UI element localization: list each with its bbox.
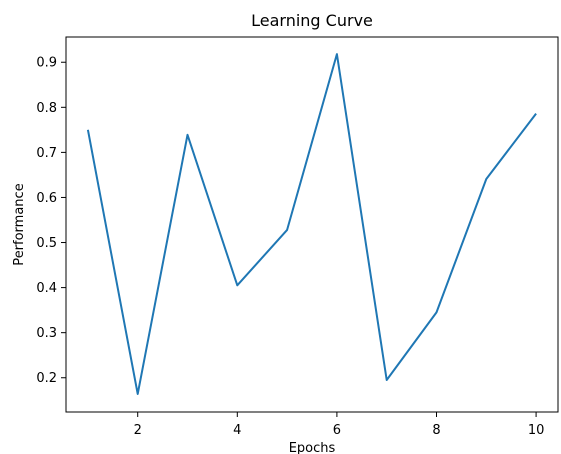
series-layer xyxy=(88,54,536,394)
plot-area xyxy=(66,37,558,412)
y-tick-label: 0.9 xyxy=(36,56,57,71)
x-tick-label: 4 xyxy=(233,423,241,438)
series-line xyxy=(88,54,536,394)
chart-title: Learning Curve xyxy=(251,11,373,30)
y-tick-label: 0.8 xyxy=(36,101,57,116)
y-axis-label: Performance xyxy=(12,183,27,265)
axes-frame xyxy=(66,37,558,412)
x-axis: 2 4 6 8 10 xyxy=(134,412,545,438)
x-tick-label: 8 xyxy=(432,423,440,438)
y-tick-label: 0.2 xyxy=(36,371,57,386)
x-axis-label: Epochs xyxy=(289,441,336,454)
x-tick-label: 6 xyxy=(333,423,341,438)
y-tick-label: 0.6 xyxy=(36,191,57,206)
y-tick-label: 0.5 xyxy=(36,236,57,251)
y-tick-label: 0.3 xyxy=(36,326,57,341)
y-tick-label: 0.7 xyxy=(36,146,57,161)
x-tick-label: 2 xyxy=(134,423,142,438)
y-tick-label: 0.4 xyxy=(36,281,57,296)
x-tick-label: 10 xyxy=(528,423,545,438)
y-axis: 0.2 0.3 0.4 0.5 0.6 0.7 0.8 0.9 xyxy=(36,56,66,387)
